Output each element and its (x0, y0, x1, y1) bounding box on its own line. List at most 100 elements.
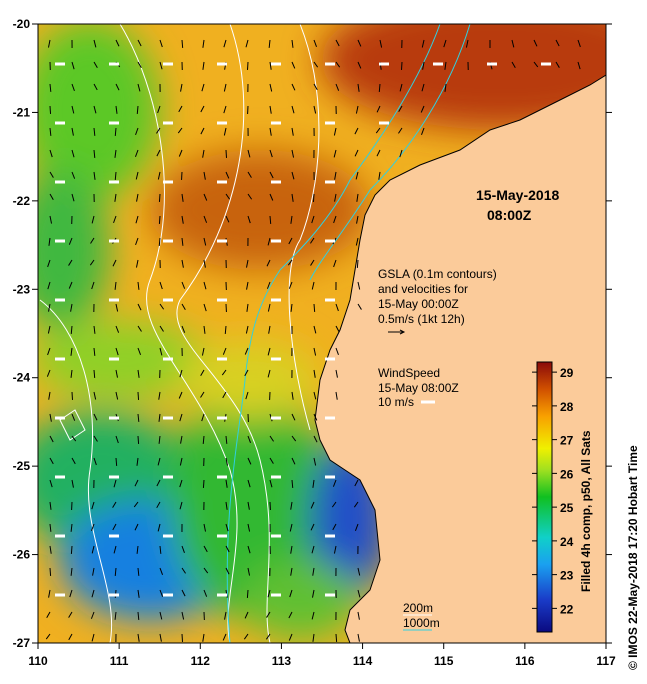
velocity-arrow (291, 479, 294, 488)
depth-1000m-label: 1000m (403, 616, 440, 630)
wind-legend-line: WindSpeed (378, 366, 440, 380)
velocity-arrow (246, 259, 249, 268)
velocity-arrow (222, 391, 227, 399)
velocity-arrow (71, 83, 75, 92)
velocity-arrow (115, 325, 120, 333)
velocity-arrow (333, 149, 337, 158)
velocity-arrow (159, 303, 165, 310)
velocity-arrow (91, 545, 95, 554)
velocity-arrow (71, 171, 76, 179)
x-tick-label: 117 (596, 654, 616, 668)
colorbar-label: Filled 4h comp, p50, All Sats (579, 430, 593, 592)
velocity-arrow (112, 501, 117, 508)
velocity-arrow (356, 215, 359, 224)
title-time: 08:00Z (487, 207, 532, 223)
velocity-arrow (357, 303, 362, 310)
velocity-arrow (159, 281, 163, 290)
depth-200m-label: 200m (403, 601, 433, 615)
velocity-arrow (49, 457, 54, 465)
velocity-arrow (49, 127, 52, 136)
velocity-arrow (113, 215, 117, 224)
velocity-arrow (114, 193, 117, 202)
velocity-arrow (225, 567, 230, 575)
velocity-arrow (137, 61, 142, 68)
velocity-arrow (269, 61, 272, 70)
velocity-arrow (291, 39, 294, 48)
velocity-arrow (357, 567, 361, 576)
velocity-arrow (181, 545, 185, 554)
x-tick-label: 114 (353, 654, 373, 668)
velocity-arrow (159, 589, 164, 597)
velocity-arrow (135, 127, 139, 136)
velocity-arrow (115, 391, 119, 400)
land-mass (314, 24, 606, 643)
colorbar-tick-label: 25 (560, 501, 574, 515)
velocity-arrow (181, 237, 184, 246)
velocity-arrow (203, 171, 206, 180)
velocity-arrow (354, 523, 359, 531)
velocity-arrow (269, 215, 272, 224)
velocity-arrow (335, 303, 339, 312)
velocity-arrow (180, 435, 183, 444)
velocity-arrow (289, 589, 293, 598)
velocity-arrow (357, 633, 360, 642)
velocity-arrow (202, 39, 205, 48)
wind-legend-line: 15-May 08:00Z (378, 381, 459, 395)
velocity-arrow (47, 259, 51, 268)
velocity-arrow (158, 193, 161, 202)
velocity-arrow (269, 479, 273, 488)
velocity-arrow (246, 589, 249, 598)
velocity-arrow (555, 61, 560, 68)
velocity-arrow (335, 633, 338, 642)
velocity-arrow (158, 435, 161, 444)
velocity-arrow (311, 545, 315, 554)
velocity-arrow (156, 501, 161, 509)
velocity-arrow (291, 435, 297, 442)
velocity-arrow (91, 501, 95, 510)
velocity-arrow (135, 171, 139, 180)
velocity-arrow (93, 457, 97, 466)
velocity-arrow (137, 281, 140, 290)
velocity-arrow (335, 325, 340, 333)
velocity-arrow (332, 523, 337, 531)
gsla-legend-line: 15-May 00:00Z (378, 297, 459, 311)
velocity-arrow (115, 457, 118, 466)
velocity-arrow (511, 61, 516, 69)
velocity-arrow (225, 193, 231, 200)
velocity-arrow (114, 149, 117, 158)
velocity-arrow (135, 259, 139, 268)
velocity-arrow (93, 369, 96, 378)
velocity-arrow (137, 347, 142, 355)
velocity-arrow (93, 435, 98, 442)
velocity-arrow (290, 501, 293, 510)
velocity-arrow (47, 347, 51, 356)
velocity-arrow (288, 611, 293, 619)
velocity-arrow (311, 611, 315, 620)
y-tick-label: -24 (13, 371, 31, 385)
velocity-arrow (267, 369, 271, 378)
y-tick-label: -26 (13, 548, 31, 562)
velocity-arrow (357, 281, 361, 290)
velocity-arrow (112, 523, 117, 531)
velocity-arrow (333, 127, 337, 136)
velocity-arrow (313, 369, 316, 378)
velocity-arrow (68, 259, 73, 266)
velocity-arrow (245, 391, 249, 400)
velocity-arrow (70, 523, 73, 532)
velocity-arrow (353, 501, 359, 508)
velocity-arrow (159, 39, 163, 48)
velocity-arrow (310, 237, 315, 244)
velocity-arrow (247, 457, 252, 465)
velocity-arrow (203, 237, 207, 246)
gsla-legend-line: 0.5m/s (1kt 12h) (378, 312, 465, 326)
velocity-arrow (378, 171, 381, 180)
velocity-arrow (178, 149, 183, 157)
velocity-arrow (180, 83, 183, 92)
velocity-arrow (444, 83, 447, 92)
velocity-arrow (181, 39, 184, 48)
velocity-arrow (291, 457, 296, 465)
colorbar: 22 23 24 25 26 27 28 29 Filled 4h comp, p50, Al… (532, 361, 593, 633)
velocity-arrow (71, 61, 75, 70)
velocity-arrow (159, 347, 163, 356)
